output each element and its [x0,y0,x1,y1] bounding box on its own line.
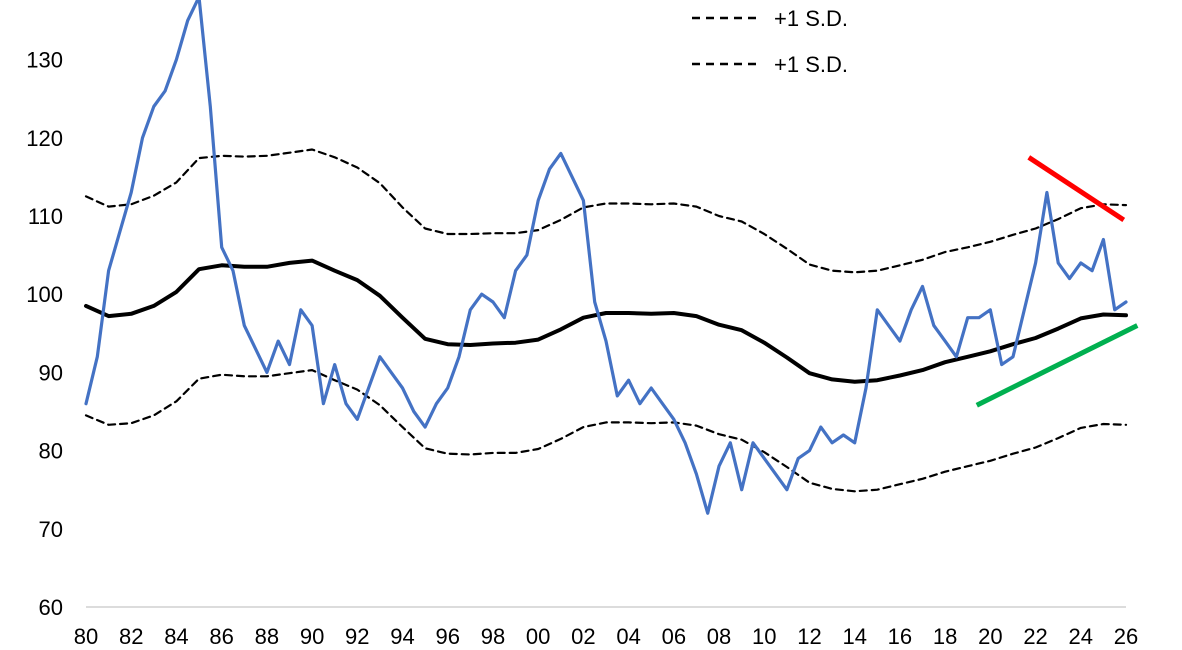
x-tick-label: 06 [662,624,686,649]
x-tick-label: 14 [842,624,866,649]
red-downtrend-line [1027,155,1126,222]
x-tick-label: 26 [1114,624,1138,649]
x-tick-label: 92 [345,624,369,649]
x-axis-ticks: 80 82 84 86 88 90 92 94 96 98 00 02 04 06 08 10 12 14 16 18… [74,624,1138,649]
x-tick-label: 04 [616,624,640,649]
x-tick-label: 22 [1023,624,1047,649]
y-tick-label: 120 [26,126,63,151]
green-uptrend-line [975,323,1139,408]
y-tick-label: 130 [26,48,63,73]
x-tick-label: 16 [888,624,912,649]
legend-label-2: +1 S.D. [774,52,848,77]
upper-sd-line [84,148,1128,274]
x-tick-label: 96 [435,624,459,649]
y-tick-label: 110 [28,204,63,229]
y-tick-label: 80 [39,439,63,464]
x-tick-label: 10 [752,624,776,649]
x-tick-label: 90 [300,624,324,649]
lower-sd-line [84,369,1128,493]
y-tick-label: 90 [39,360,63,385]
x-tick-label: 18 [933,624,957,649]
x-tick-label: 82 [119,624,143,649]
x-tick-label: 20 [978,624,1002,649]
x-tick-label: 84 [164,624,188,649]
x-tick-label: 86 [209,624,233,649]
trendline-annotations [975,155,1139,408]
y-tick-label: 60 [39,595,63,620]
x-tick-label: 08 [707,624,731,649]
y-tick-label: 70 [39,517,63,542]
x-tick-label: 80 [74,624,98,649]
legend: +1 S.D. +1 S.D. [692,6,848,77]
x-tick-label: 12 [797,624,821,649]
series-layer [84,0,1128,515]
x-tick-label: 24 [1069,624,1093,649]
y-axis-ticks: 60 70 80 90 100 110 120 130 [26,48,63,620]
index-series-line [84,0,1128,515]
x-tick-label: 88 [255,624,279,649]
legend-label-1: +1 S.D. [774,6,848,31]
y-tick-label: 100 [26,282,63,307]
x-tick-label: 00 [526,624,550,649]
x-tick-label: 02 [571,624,595,649]
x-tick-label: 98 [481,624,505,649]
mean-line [84,258,1128,384]
x-tick-label: 94 [390,624,414,649]
